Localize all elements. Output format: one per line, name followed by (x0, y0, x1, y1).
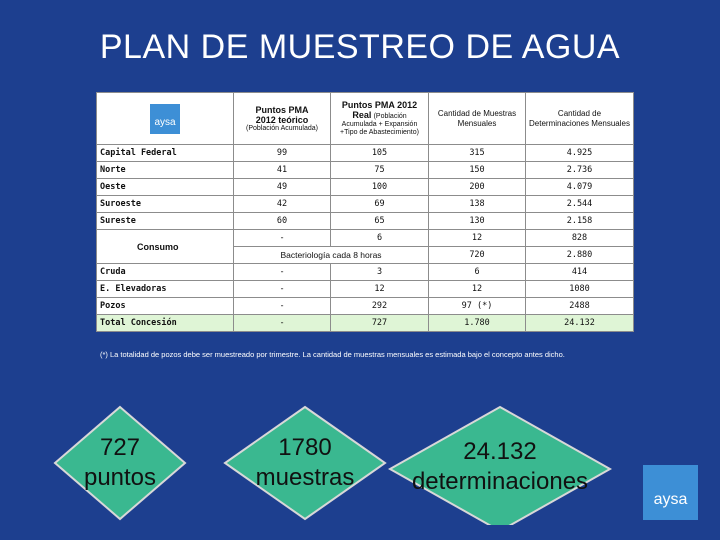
table-row: Suroeste 42 69 138 2.544 (96, 195, 634, 213)
diamond-determinaciones (387, 405, 613, 525)
table-row: Cruda -3 6 414 (96, 263, 634, 281)
consumo-label: Consumo (96, 229, 234, 264)
table-header-row: aysa Puntos PMA 2012 teórico (Población … (96, 92, 634, 145)
header-determinaciones: Cantidad de Determinaciones Mensuales (525, 92, 634, 145)
header-pma-real: Puntos PMA 2012 Real (Población Acumulad… (330, 92, 429, 145)
summary-determinaciones: 24.132 determinaciones (411, 438, 589, 495)
bacteriologia-note: Bacteriología cada 8 horas (233, 246, 429, 264)
total-row: Total Concesión -727 1.780 24.132 (96, 314, 634, 332)
aysa-logo-small: aysa (150, 103, 180, 134)
consumo-row-2: Bacteriología cada 8 horas 720 2.880 (97, 246, 634, 264)
sampling-table: aysa Puntos PMA 2012 teórico (Población … (96, 92, 634, 332)
header-pma-teorico: Puntos PMA 2012 teórico (Población Acumu… (233, 92, 331, 145)
diamond-puntos (53, 405, 187, 521)
consumo-row-1: Consumo -6 12 828 (96, 229, 634, 264)
table-row: Pozos -292 97 (*) 2488 (96, 297, 634, 315)
sampling-table-container: aysa Puntos PMA 2012 teórico (Población … (96, 92, 634, 332)
aysa-logo: aysa (643, 465, 698, 520)
table-row: E. Elevadoras -12 12 1080 (96, 280, 634, 298)
summary-diamonds (53, 405, 613, 525)
page-title: PLAN DE MUESTREO DE AGUA (99, 28, 621, 66)
diamond-muestras (223, 405, 387, 521)
table-row: Norte 41 75 150 2.736 (96, 161, 634, 179)
header-muestras: Cantidad de Muestras Mensuales (428, 92, 526, 145)
summary-puntos: 727 puntos (83, 434, 157, 491)
table-row: Oeste 49 100 200 4.079 (96, 178, 634, 196)
footnote: (*) La totalidad de pozos debe ser muest… (100, 350, 565, 359)
table-row: Capital Federal 99 105 315 4.925 (96, 144, 634, 162)
header-logo-cell: aysa (96, 92, 234, 145)
summary-muestras: 1780 muestras (255, 434, 355, 491)
table-row: Sureste 60 65 130 2.158 (96, 212, 634, 230)
